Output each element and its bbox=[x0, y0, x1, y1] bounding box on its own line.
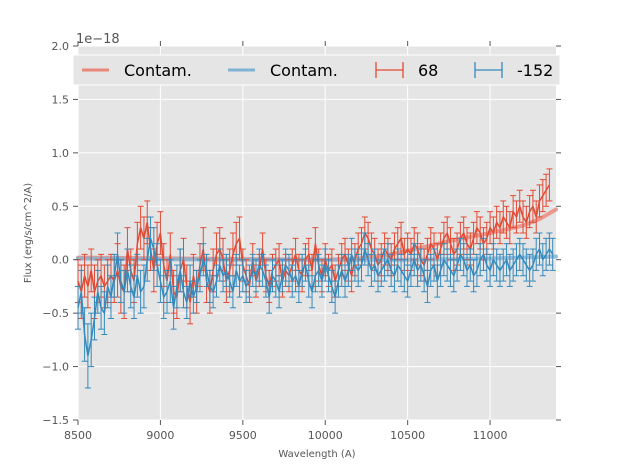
x-tick-label: 8500 bbox=[64, 429, 92, 442]
x-tick-label: 10500 bbox=[390, 429, 425, 442]
y-axis: −1.5 −1.0 −0.5 0.0 0.5 1.0 1.5 2.0 bbox=[42, 40, 561, 427]
legend-entry-0: Contam. bbox=[82, 61, 192, 80]
y-tick-label: −1.0 bbox=[42, 361, 69, 374]
legend-entry-3: -152 bbox=[474, 61, 553, 80]
y-tick-label: −0.5 bbox=[42, 307, 69, 320]
x-tick-label: 11000 bbox=[473, 429, 508, 442]
series-layer bbox=[75, 168, 558, 389]
legend-label: Contam. bbox=[124, 61, 192, 80]
legend-entry-2: 68 bbox=[375, 61, 438, 80]
x-tick-label: 10000 bbox=[308, 429, 343, 442]
y-tick-label: 0.5 bbox=[52, 200, 70, 213]
legend-label: Contam. bbox=[270, 61, 338, 80]
data-line bbox=[77, 238, 554, 357]
x-axis: 8500 9000 9500 10000 10500 11000 bbox=[64, 41, 508, 442]
y-axis-label: Flux (erg/s/cm^2/A) bbox=[23, 183, 34, 283]
y-offset-label: 1e−18 bbox=[76, 32, 120, 47]
y-tick-label: 0.0 bbox=[52, 254, 70, 267]
legend-label: 68 bbox=[418, 61, 438, 80]
legend-entry-1: Contam. bbox=[228, 61, 338, 80]
y-tick-label: 1.5 bbox=[52, 93, 70, 106]
legend: Contam. Contam. 68 -152 bbox=[72, 54, 561, 86]
y-tick-label: 1.0 bbox=[52, 147, 70, 160]
y-tick-label: 2.0 bbox=[52, 40, 70, 53]
plot-background bbox=[78, 46, 556, 420]
x-tick-label: 9000 bbox=[146, 429, 174, 442]
legend-label: -152 bbox=[517, 61, 553, 80]
x-tick-label: 9500 bbox=[229, 429, 257, 442]
data-line bbox=[77, 184, 551, 303]
series-errorbar-3 bbox=[75, 216, 556, 389]
x-axis-label: Wavelength (A) bbox=[278, 449, 355, 460]
y-tick-label: −1.5 bbox=[42, 414, 69, 427]
